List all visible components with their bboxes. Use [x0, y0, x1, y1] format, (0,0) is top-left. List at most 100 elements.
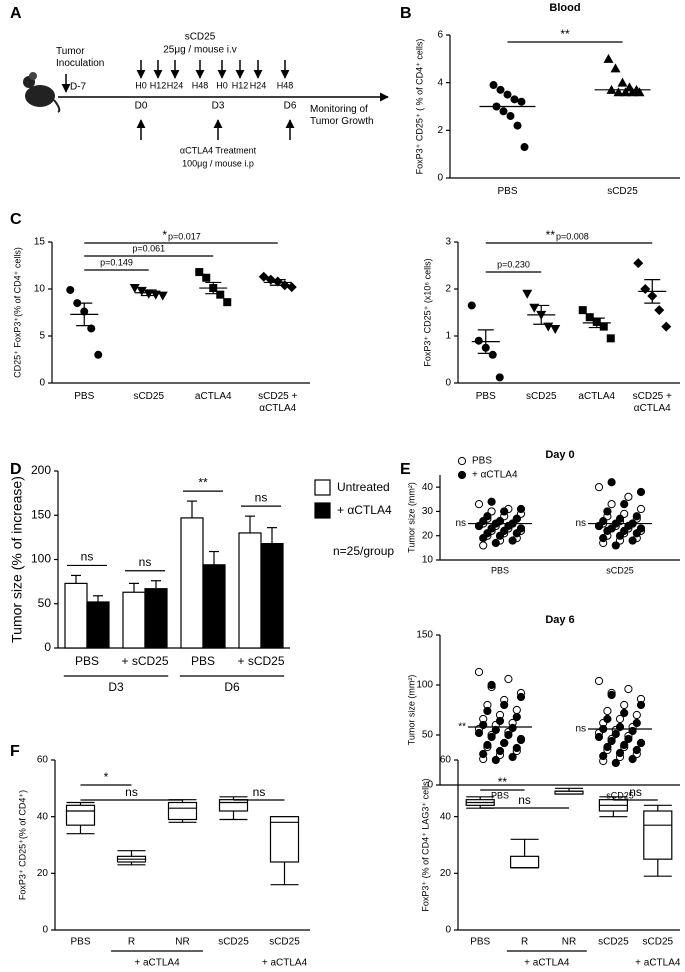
x-tick-label: sCD25 + αCTLA4 [258, 391, 298, 414]
point [636, 504, 646, 514]
point [517, 97, 526, 106]
x-tick-label-box: aCTLA4 [578, 391, 615, 402]
sig-label: ** [560, 27, 570, 41]
point [599, 322, 608, 331]
annotation: ns [455, 518, 466, 529]
y-tick-label: 60 [440, 755, 452, 766]
point [516, 692, 526, 702]
point [585, 313, 594, 322]
point [633, 258, 644, 269]
point [632, 512, 641, 521]
actla4-dose: 100μg / mouse i.p [182, 158, 254, 168]
sig-label: ** [546, 228, 556, 242]
y-tick-label: 5 [39, 331, 45, 342]
bar [144, 588, 168, 649]
point [603, 507, 612, 516]
sig-label: p=0.149 [100, 257, 133, 267]
point [474, 667, 484, 677]
y-tick-label: 30 [422, 506, 434, 517]
x-tick-label: PBS [191, 654, 215, 668]
point [603, 706, 612, 716]
point [474, 336, 483, 345]
point [599, 534, 608, 543]
y-tick-label: 2 [445, 284, 451, 295]
point [495, 716, 505, 726]
y-tick-label: 0 [39, 378, 45, 389]
point [603, 742, 612, 752]
legend-label: PBS [472, 456, 492, 467]
box [643, 810, 673, 860]
x-tick-label: PBS [74, 391, 95, 402]
sig-label: ns [629, 785, 642, 799]
point [628, 754, 637, 764]
point [615, 748, 625, 758]
point [603, 714, 612, 724]
mouse-tail [53, 99, 61, 113]
point [513, 121, 522, 130]
y-axis-label: FoxP3⁺ CD25⁺ (x10⁶ cells) [422, 258, 432, 366]
group-label: D3 [108, 680, 124, 694]
sig-label: ns [139, 555, 152, 569]
point [627, 87, 638, 97]
point [495, 373, 504, 382]
panel-label: D [10, 461, 22, 478]
point [615, 714, 625, 724]
point [607, 690, 616, 700]
mouse-icon [23, 72, 61, 113]
point [611, 758, 620, 768]
y-tick-label: 100 [31, 552, 51, 566]
x-tick-label: + sCD25 [121, 654, 168, 668]
point [157, 291, 168, 301]
inoculation-label: Tumor Inoculation [56, 46, 105, 69]
y-tick-label: 0 [437, 173, 443, 184]
point [594, 676, 604, 686]
point [512, 529, 521, 538]
x-tick-label: sCD25 [606, 790, 634, 800]
monitoring-box: Monitoring of Tumor Growth [310, 104, 374, 127]
x-tick-label: sCD25 [133, 391, 165, 402]
point [129, 284, 140, 294]
group-label: D6 [224, 680, 240, 694]
point [624, 684, 633, 694]
point [603, 53, 614, 63]
point [474, 521, 484, 531]
point [508, 536, 517, 545]
point [613, 87, 624, 97]
y-axis-label: FoxP3⁺ (% of CD4⁺ LAG3⁺ cells) [420, 778, 430, 911]
y-tick-label: 3 [445, 237, 451, 248]
x-tick-label: NR [175, 937, 189, 948]
y-tick-label: 20 [422, 530, 434, 541]
point [195, 268, 204, 277]
x-tick-label: R [521, 937, 528, 948]
legend-label: Untreated [337, 480, 390, 494]
y-axis-label: CD25⁺ FoxP3⁺(% of CD4⁺ cells) [12, 247, 22, 378]
point [632, 529, 641, 538]
y-axis-label: FoxP3⁺ CD25⁺ ( % of CD4⁺ cells) [414, 39, 424, 175]
y-tick-label: 0 [445, 925, 451, 936]
box [65, 804, 96, 826]
mouse-body [25, 85, 55, 107]
x-tick-label: sCD25 [218, 937, 249, 948]
point [654, 305, 665, 316]
point [550, 324, 561, 334]
point [500, 738, 509, 748]
y-tick-label: 20 [37, 868, 49, 879]
x-tick-label: aCTLA4 [194, 391, 232, 402]
point [636, 700, 646, 710]
y-tick-label: 20 [440, 868, 452, 879]
x-tick-label: PBS [491, 790, 509, 800]
x-tick-label-box: sCD25 [607, 186, 638, 197]
point [607, 736, 616, 746]
monitoring-label: Monitoring of Tumor Growth [310, 104, 374, 127]
y-tick-label: 50 [38, 596, 52, 610]
point [508, 752, 517, 762]
note: n=25/group [333, 544, 394, 558]
bar [238, 532, 262, 649]
point [495, 531, 505, 540]
point [620, 87, 631, 97]
legend-label: + αCTLA4 [472, 470, 518, 481]
point [202, 273, 211, 282]
point [628, 536, 637, 545]
y-tick-label: 1 [445, 331, 451, 342]
bar [64, 582, 88, 649]
